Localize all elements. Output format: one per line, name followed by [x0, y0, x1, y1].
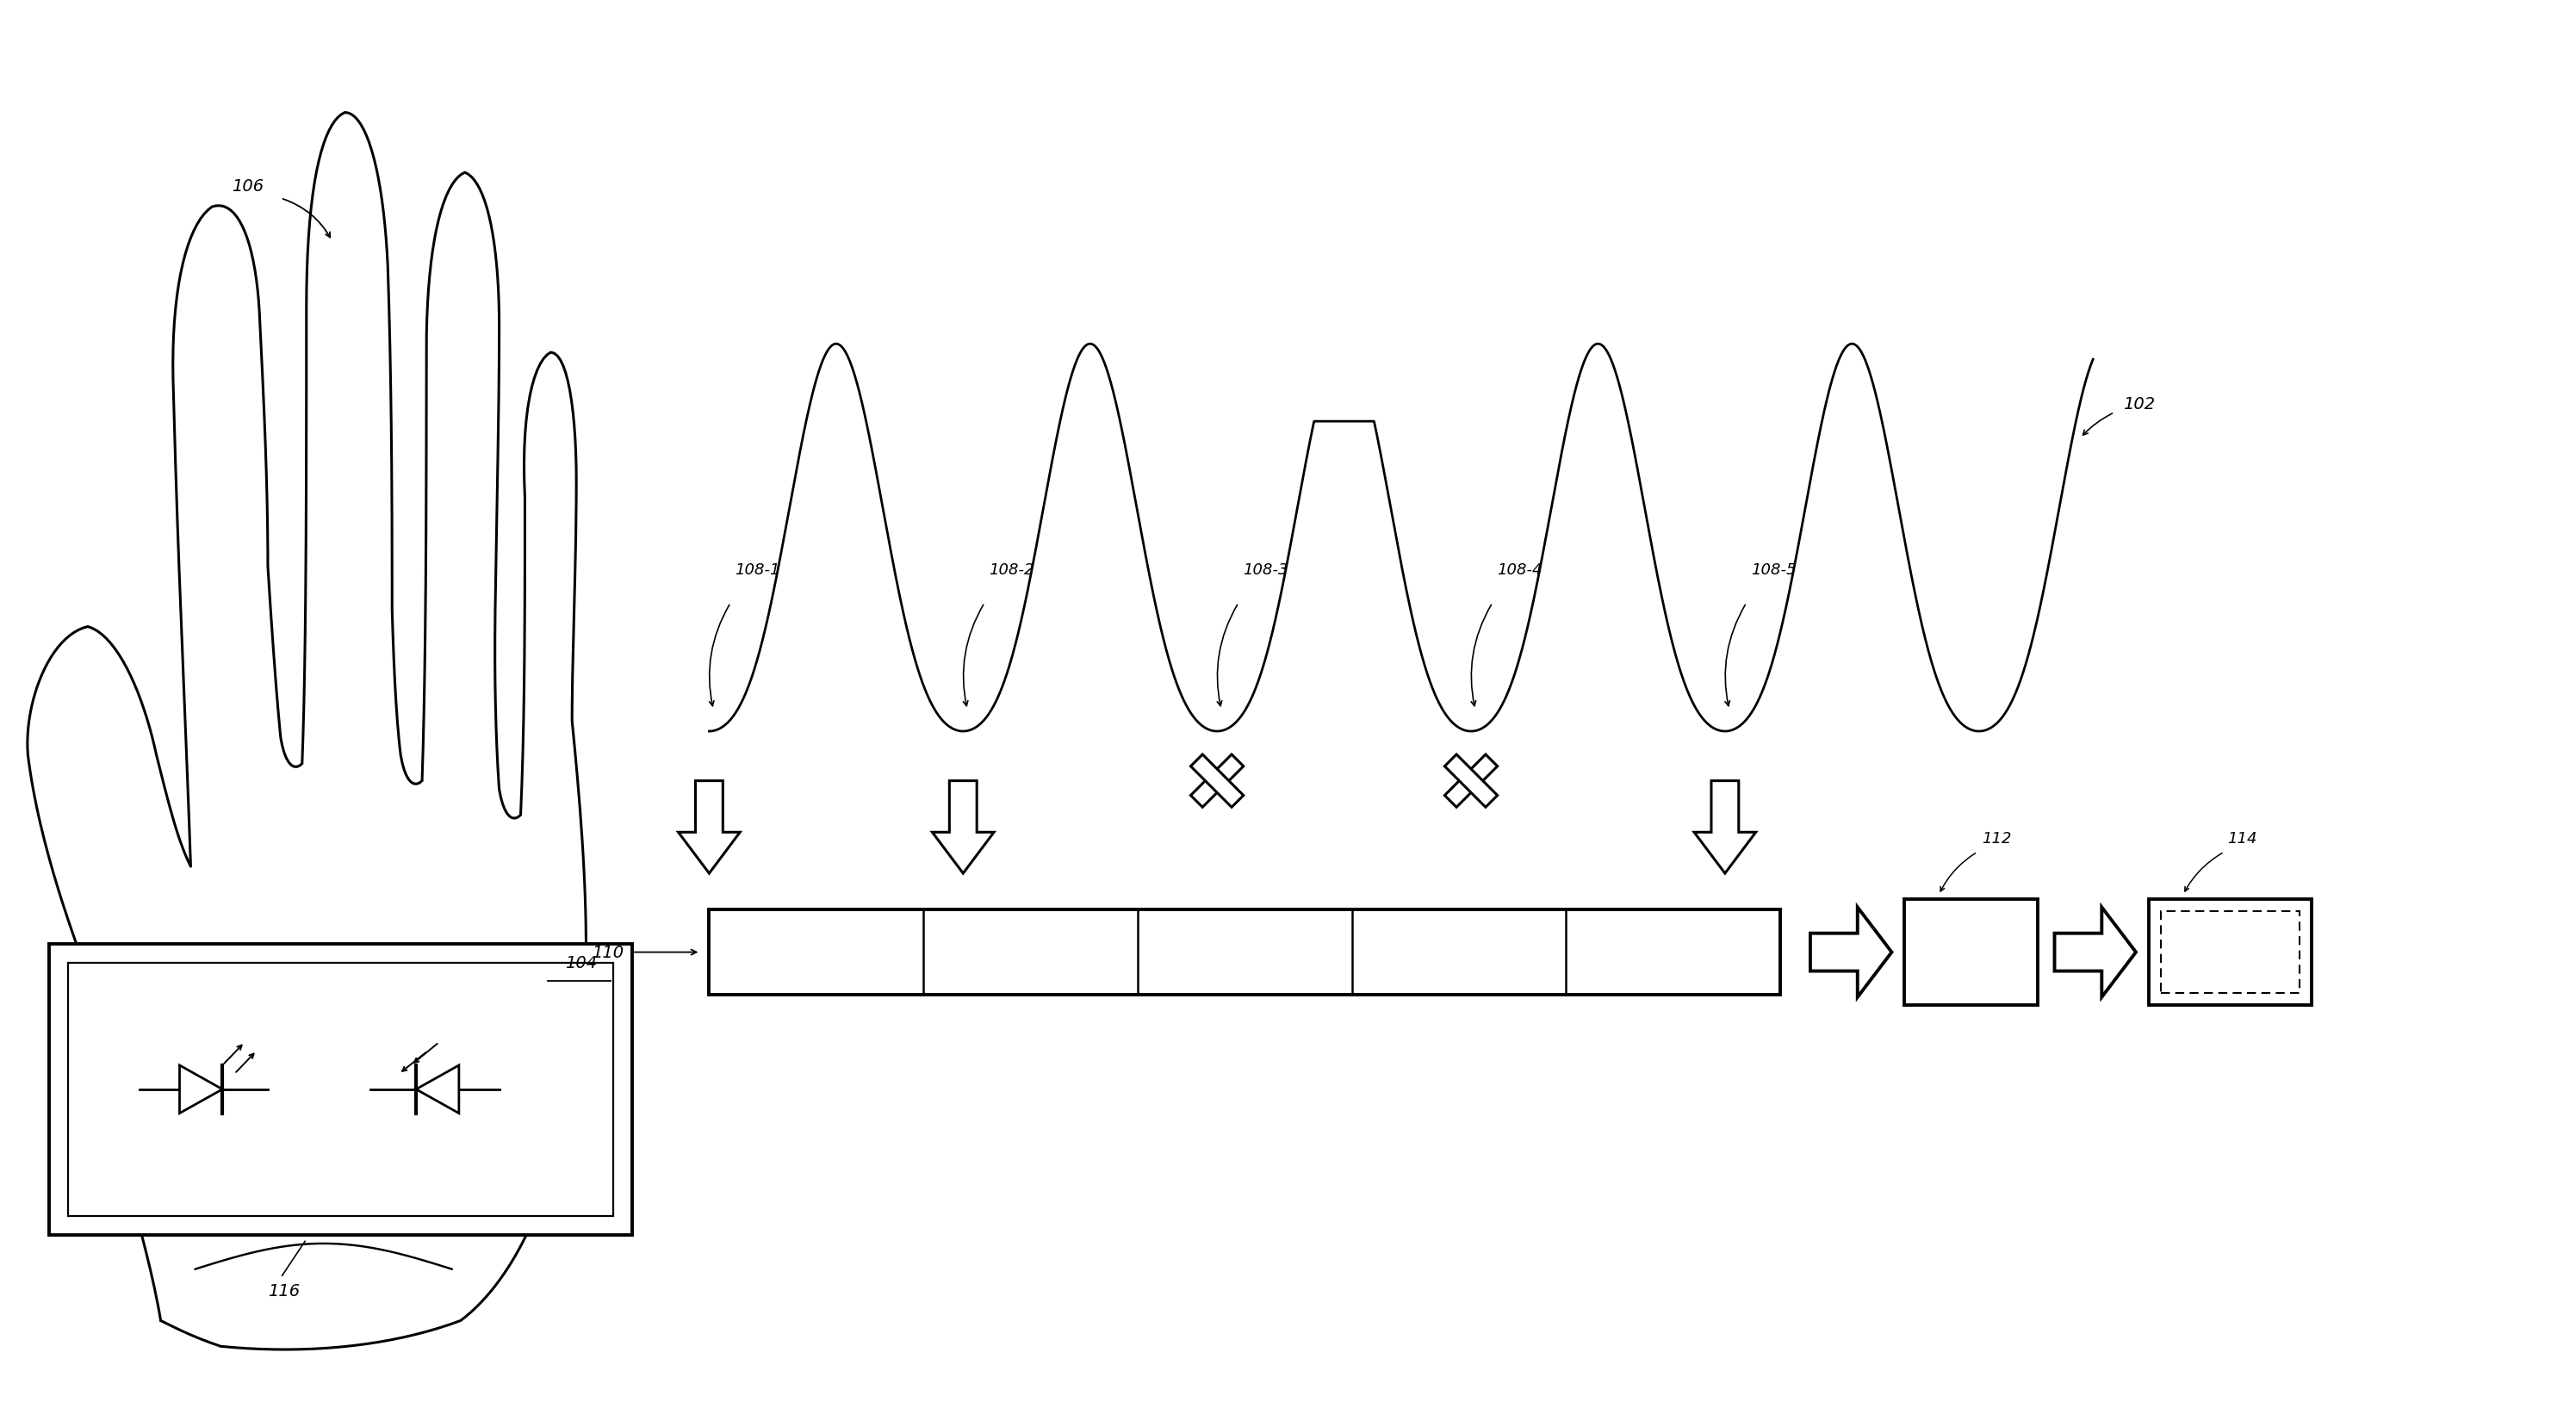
- Text: 116: 116: [268, 1281, 299, 1299]
- Polygon shape: [1445, 755, 1497, 808]
- Text: 108-1: 108-1: [734, 562, 781, 578]
- Text: 106: 106: [232, 178, 263, 194]
- Polygon shape: [1190, 755, 1244, 808]
- Text: 110: 110: [592, 945, 623, 960]
- Polygon shape: [1811, 908, 1891, 997]
- Polygon shape: [180, 1066, 222, 1113]
- Text: 108-2: 108-2: [989, 562, 1033, 578]
- Polygon shape: [1190, 755, 1244, 808]
- Bar: [2148, 899, 2311, 1006]
- Bar: [67, 963, 613, 1216]
- Bar: [49, 943, 631, 1234]
- Polygon shape: [417, 1066, 459, 1113]
- Polygon shape: [2056, 908, 2136, 997]
- Polygon shape: [1445, 755, 1497, 808]
- Bar: [2161, 912, 2300, 993]
- Bar: [708, 909, 1780, 995]
- Text: 102: 102: [2123, 397, 2156, 412]
- Text: 108-3: 108-3: [1242, 562, 1288, 578]
- Polygon shape: [933, 781, 994, 873]
- Polygon shape: [1695, 781, 1757, 873]
- Text: 108-4: 108-4: [1497, 562, 1543, 578]
- Text: 114: 114: [2228, 831, 2257, 846]
- Bar: [1904, 899, 2038, 1006]
- Text: 112: 112: [1981, 831, 2012, 846]
- Text: 108-5: 108-5: [1752, 562, 1795, 578]
- Polygon shape: [677, 781, 739, 873]
- Text: 104: 104: [564, 955, 598, 970]
